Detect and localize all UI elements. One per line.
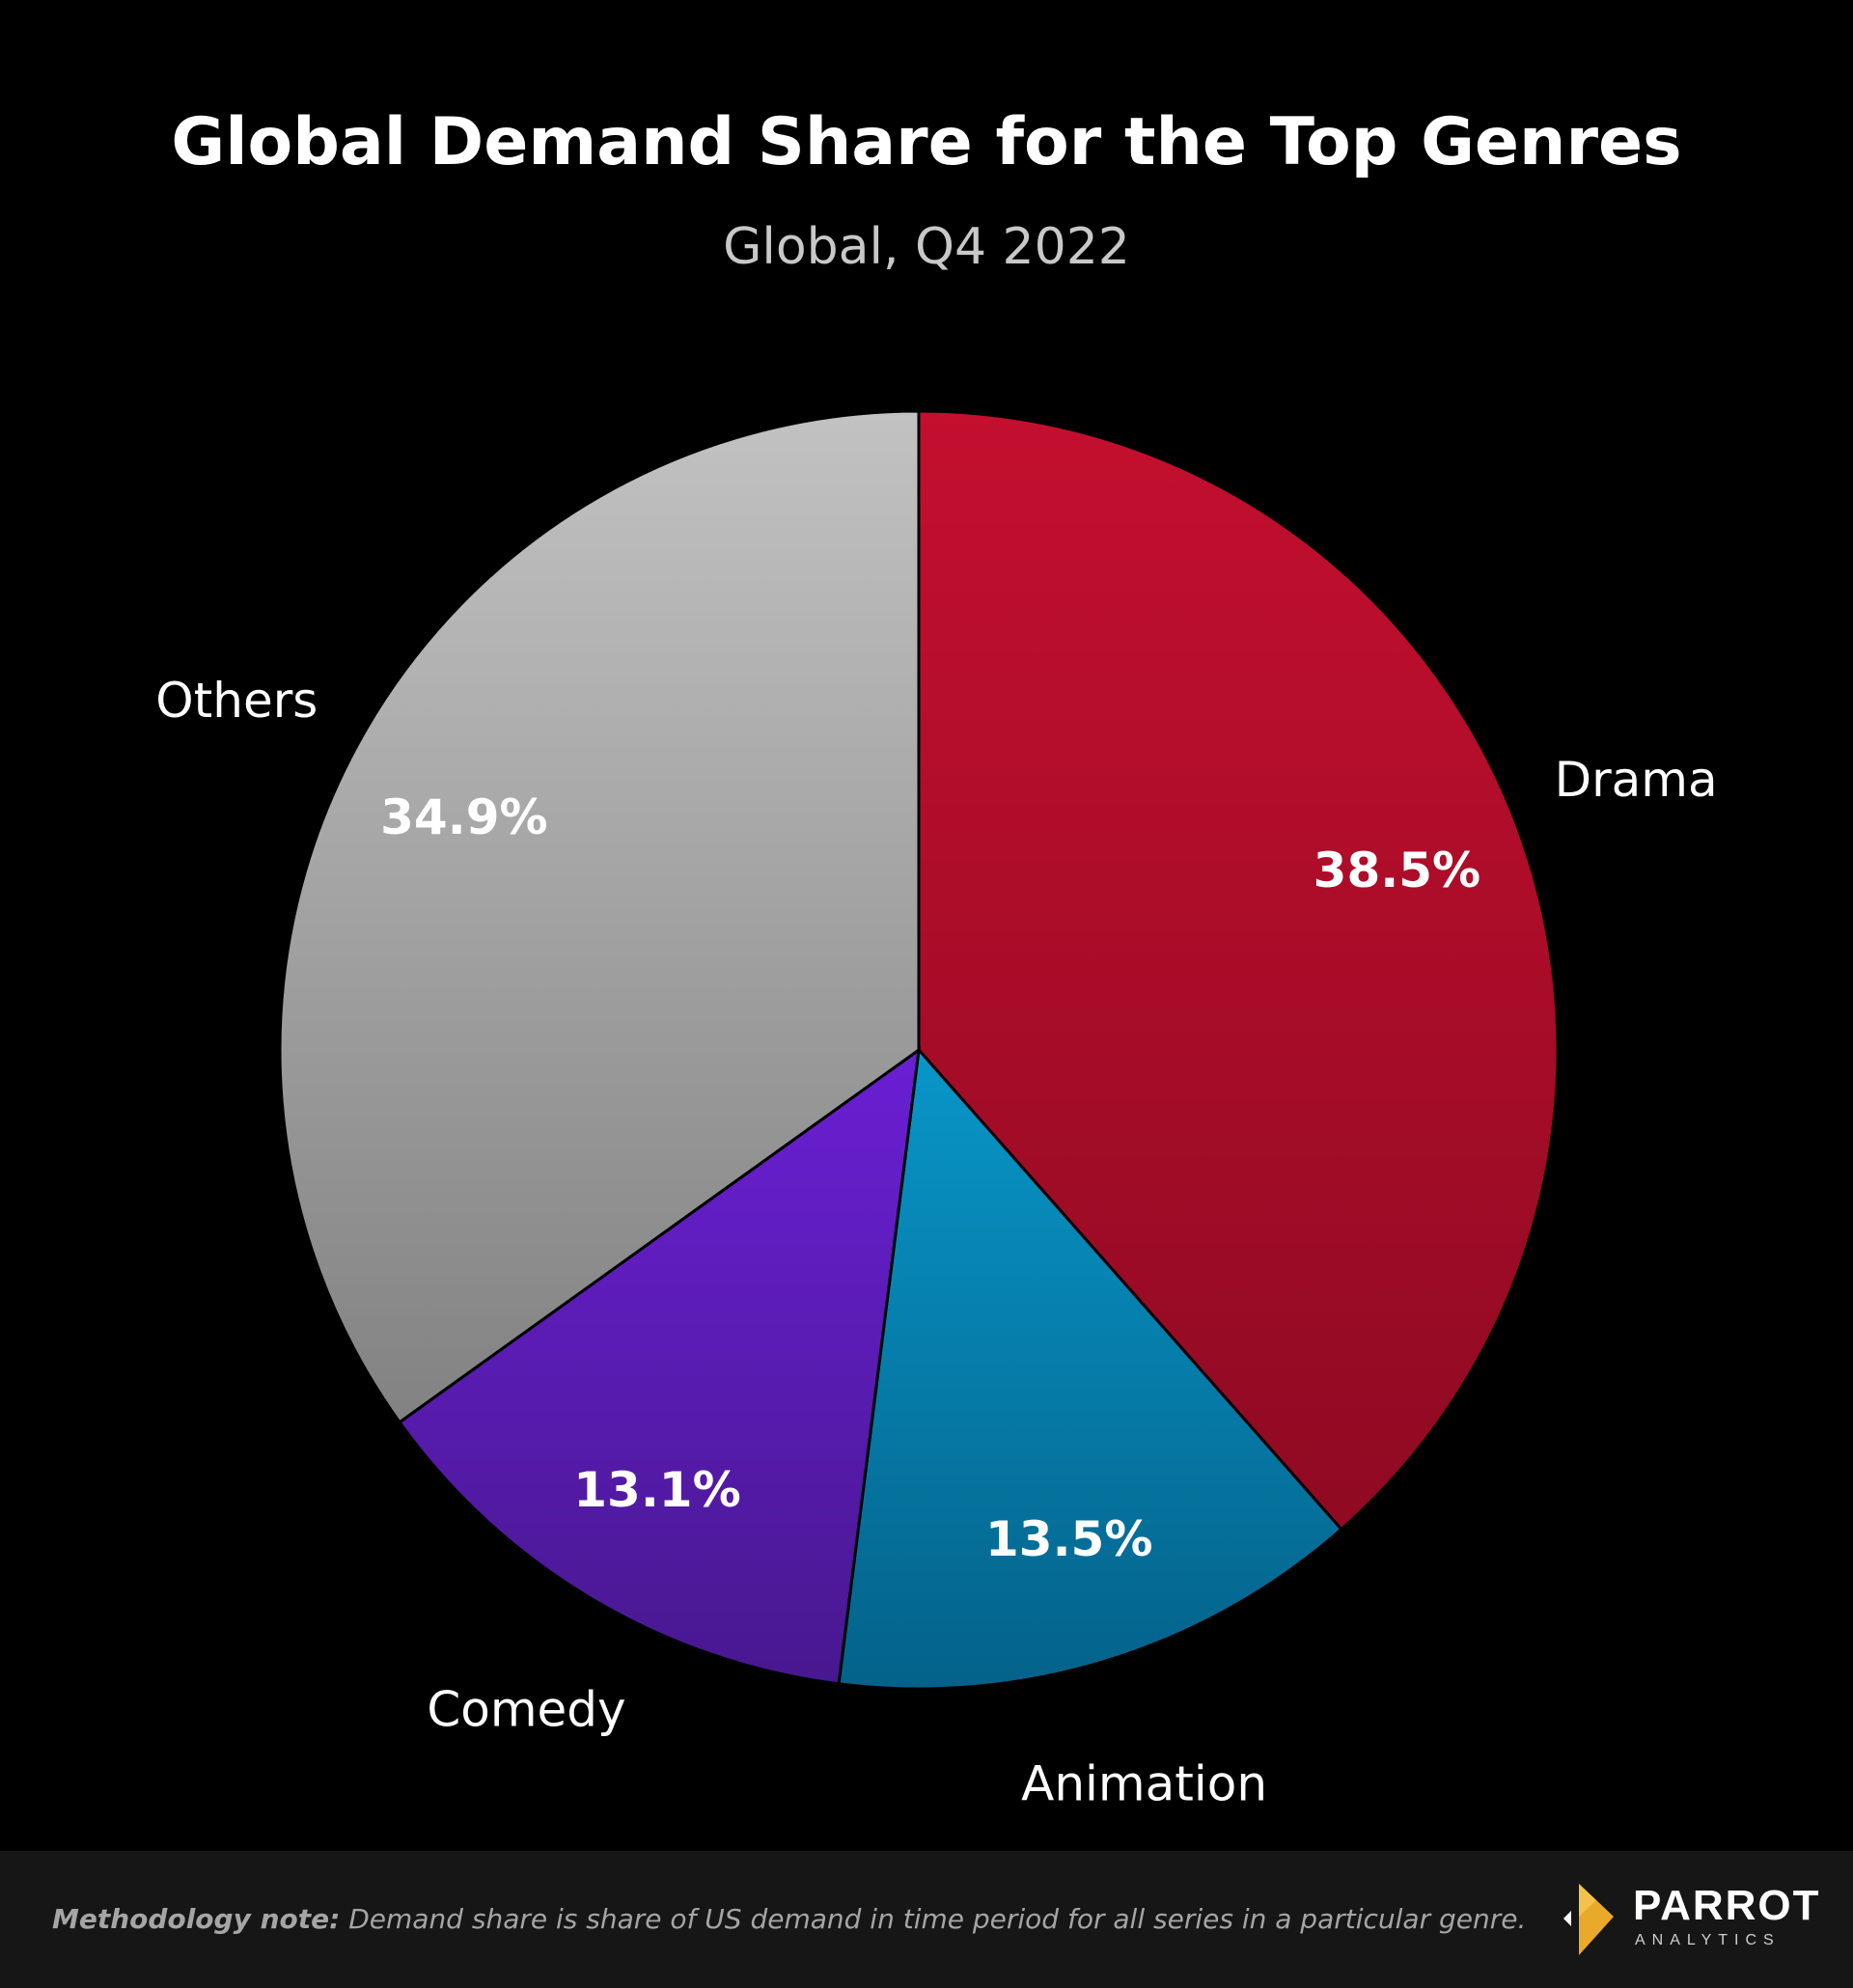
category-label-drama: Drama	[1555, 752, 1718, 808]
pie-slice-others	[278, 409, 921, 1424]
parrot-analytics-logo: PARROT ANALYTICS	[1554, 1878, 1819, 1961]
brand-subtitle: ANALYTICS	[1635, 1932, 1781, 1948]
pie-slice-comedy	[397, 1046, 921, 1686]
parrot-logo-icon	[1563, 1884, 1614, 1955]
pie-labels: 38.5% Drama 13.5% Animation 13.1% Comedy 34.9%…	[155, 673, 1717, 1811]
category-label-comedy: Comedy	[427, 1681, 625, 1737]
category-label-animation: Animation	[1021, 1755, 1267, 1811]
brand-name: PARROT	[1633, 1882, 1821, 1929]
value-label-animation: 13.5%	[985, 1511, 1152, 1567]
pie-chart: 38.5% Drama 13.5% Animation 13.1% Comedy 34.9%…	[155, 409, 1718, 1811]
chart-subtitle: Global, Q4 2022	[723, 218, 1130, 276]
value-label-comedy: 13.1%	[573, 1462, 740, 1518]
methodology-note-label: Methodology note:	[52, 1903, 341, 1935]
category-label-others: Others	[155, 673, 318, 729]
value-label-drama: 38.5%	[1314, 842, 1480, 898]
footer-bar: Methodology note: Demand share is share …	[0, 1851, 1853, 1988]
methodology-note-text: Demand share is share of US demand in ti…	[348, 1903, 1527, 1935]
pie-slice-drama	[917, 409, 1560, 1532]
value-label-others: 34.9%	[380, 789, 547, 845]
methodology-note: Methodology note: Demand share is share …	[52, 1903, 1526, 1935]
pie-slice-animation	[837, 1046, 1343, 1691]
pie-slices	[278, 409, 1560, 1691]
chart-title: Global Demand Share for the Top Genres	[171, 104, 1682, 180]
